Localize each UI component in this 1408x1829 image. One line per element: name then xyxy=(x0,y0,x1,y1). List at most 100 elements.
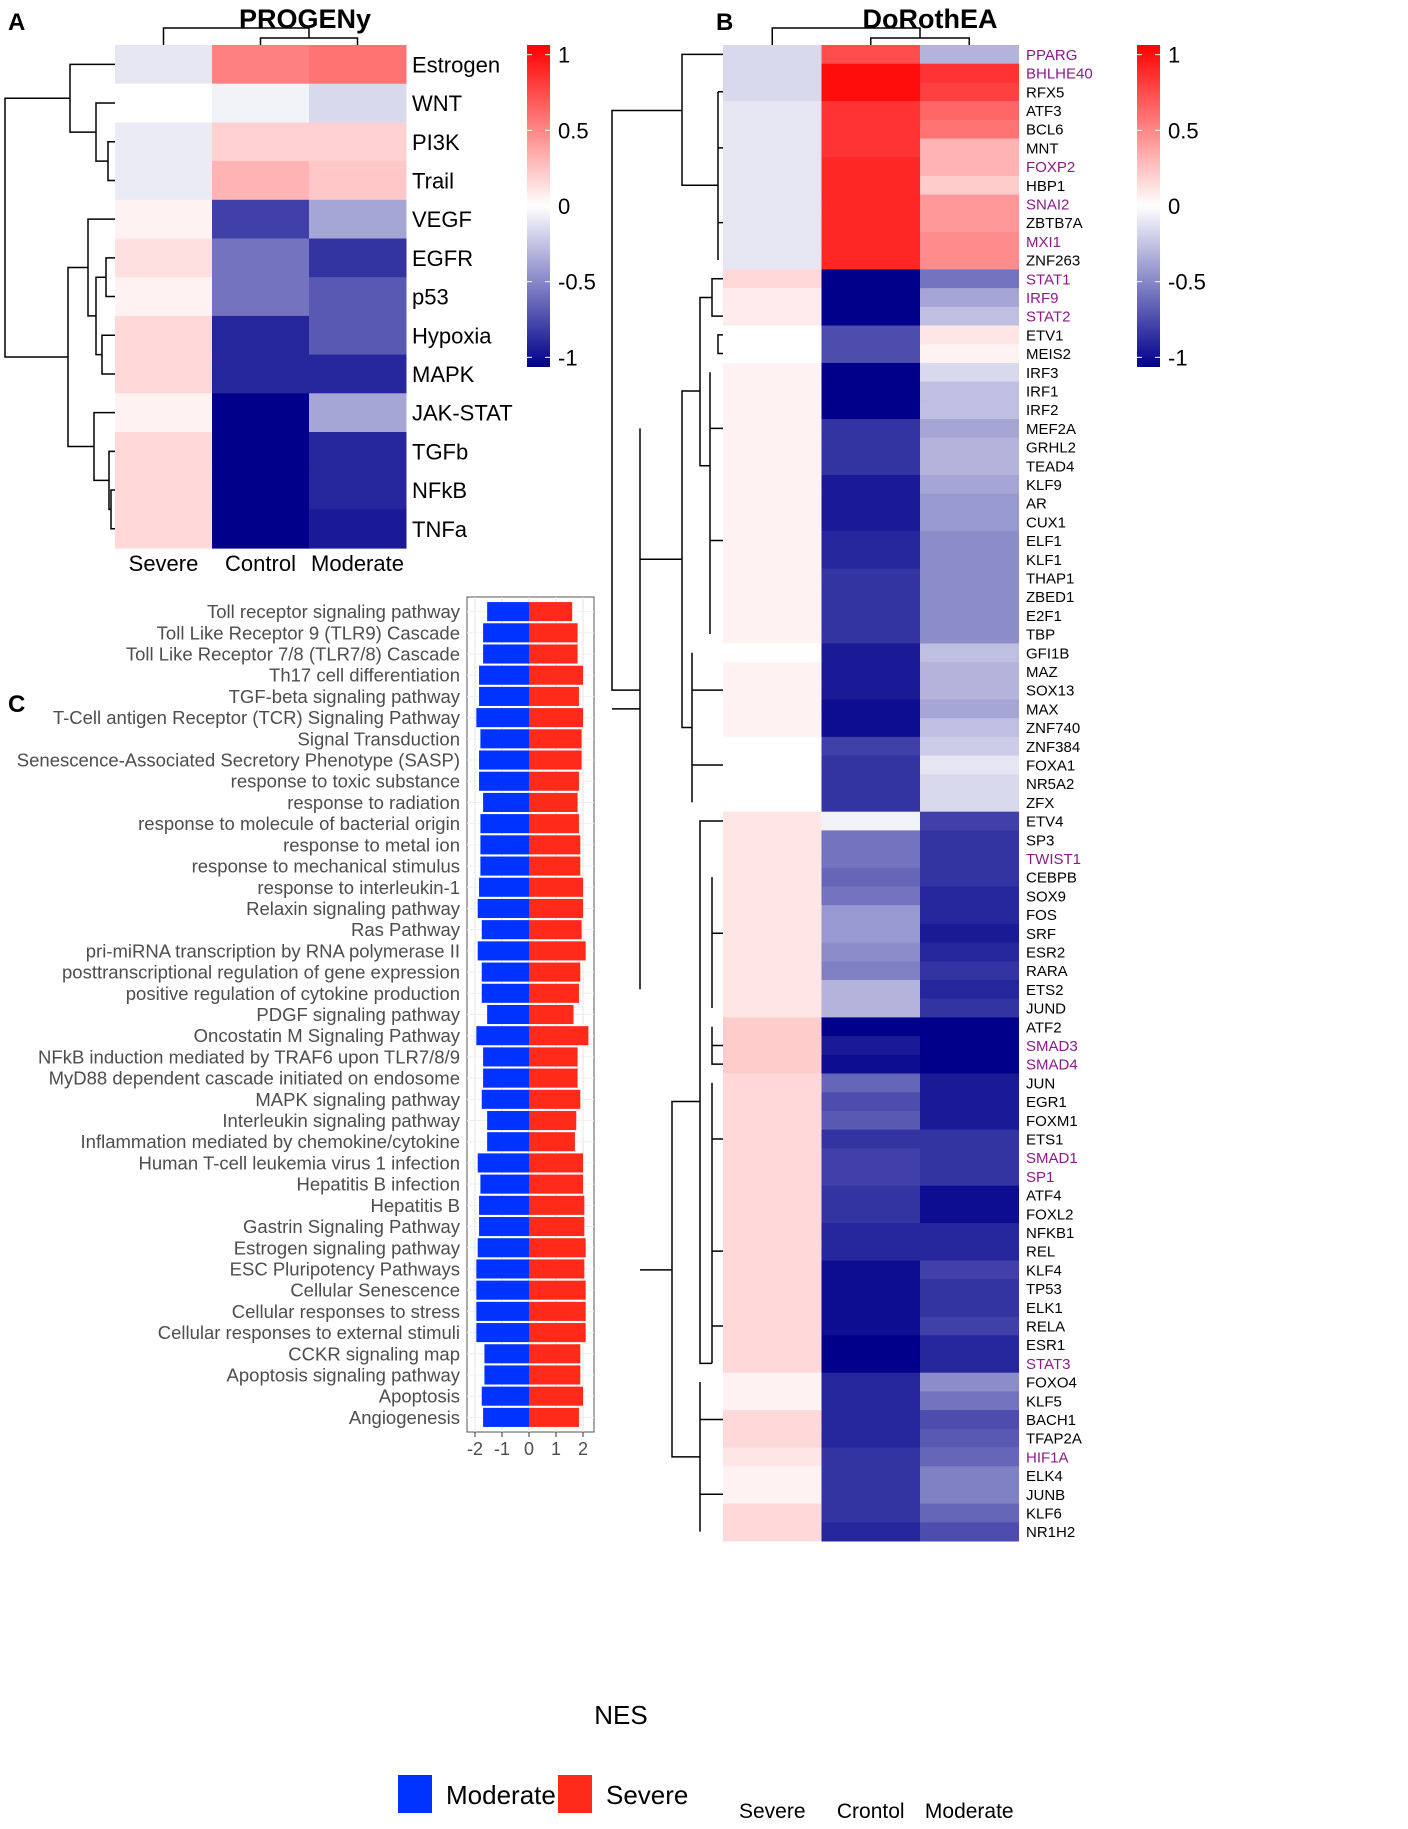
heatmap-cell-HIF1A-Crontol xyxy=(821,1447,921,1467)
dendro-link xyxy=(95,102,115,162)
panel-c-bars xyxy=(476,602,589,1427)
heatmap-cell-BACH1-Moderate xyxy=(920,1410,1019,1430)
row-label-Trail: Trail xyxy=(412,168,454,193)
row-label-STAT3: STAT3 xyxy=(1026,1356,1070,1373)
heatmap-cell-SMAD1-Moderate xyxy=(920,1148,1019,1168)
bar-moderate-18 xyxy=(481,983,529,1003)
heatmap-cell-Estrogen-Severe xyxy=(115,45,213,85)
heatmap-cell-STAT2-Moderate xyxy=(920,306,1019,326)
bar-severe-4 xyxy=(529,686,579,706)
colorbar-label: 1 xyxy=(558,43,570,68)
colorbar-label: -1 xyxy=(558,345,578,370)
heatmap-cell-JUN-Severe xyxy=(723,1073,822,1093)
dendro-link xyxy=(771,27,921,45)
heatmap-cell-MNT-Crontol xyxy=(821,138,921,158)
row-label-JUNB: JUNB xyxy=(1026,1487,1065,1504)
heatmap-cell-ELK1-Moderate xyxy=(920,1297,1019,1318)
heatmap-cell-p53-Moderate xyxy=(309,277,407,317)
heatmap-cell-ETV4-Crontol xyxy=(821,811,921,831)
heatmap-cell-ATF3-Crontol xyxy=(821,101,921,121)
heatmap-cell-WNT-Moderate xyxy=(309,83,407,123)
dendro-link xyxy=(671,1100,700,1458)
dendro-link xyxy=(699,296,712,467)
dendro-link xyxy=(681,53,723,186)
row-label-BCL6: BCL6 xyxy=(1026,122,1064,139)
heatmap-cell-NR5A2-Severe xyxy=(723,774,822,794)
heatmap-cell-PI3K-Moderate xyxy=(309,122,407,162)
dendro-link xyxy=(711,1026,723,1065)
row-label-TP53: TP53 xyxy=(1026,1281,1062,1298)
row-label-FOXL2: FOXL2 xyxy=(1026,1206,1074,1223)
panel-a-title: PROGENy xyxy=(239,4,371,34)
heatmap-cell-ZNF263-Severe xyxy=(723,250,822,270)
bar-severe-5 xyxy=(529,708,583,728)
panel-a-column-labels: Severe Control Moderate xyxy=(129,551,404,576)
heatmap-cell-MEIS2-Moderate xyxy=(920,344,1019,364)
heatmap-cell-Hypoxia-Moderate xyxy=(309,315,407,356)
row-label-IRF2: IRF2 xyxy=(1026,402,1059,419)
row-label-BACH1: BACH1 xyxy=(1026,1412,1076,1429)
heatmap-cell-TEAD4-Crontol xyxy=(821,456,921,476)
column-label-Control: Control xyxy=(225,551,296,576)
dendro-link xyxy=(110,489,115,530)
heatmap-cell-THAP1-Moderate xyxy=(920,568,1019,588)
heatmap-cell-ELF1-Crontol xyxy=(821,531,921,551)
heatmap-cell-CEBPB-Severe xyxy=(723,867,822,887)
heatmap-cell-TNFa-Moderate xyxy=(309,509,407,549)
heatmap-cell-FOS-Severe xyxy=(723,905,822,925)
bar-severe-33 xyxy=(529,1301,586,1321)
heatmap-cell-ZBTB7A-Crontol xyxy=(821,213,921,233)
heatmap-cell-ELF1-Moderate xyxy=(920,531,1019,551)
panel-c-letter: C xyxy=(8,691,25,718)
row-label-RELA: RELA xyxy=(1026,1318,1065,1335)
bar-moderate-37 xyxy=(481,1386,529,1406)
bar-severe-24 xyxy=(529,1110,577,1131)
heatmap-cell-ZBTB7A-Moderate xyxy=(920,213,1019,233)
bar-severe-17 xyxy=(529,962,581,982)
dendro-link xyxy=(681,390,700,729)
row-label-HIF1A: HIF1A xyxy=(1026,1449,1069,1466)
category-label: response to molecule of bacterial origin xyxy=(138,813,460,834)
bar-moderate-25 xyxy=(487,1132,529,1152)
dendro-link xyxy=(87,218,115,317)
dendro-link xyxy=(717,91,723,261)
row-label-KLF5: KLF5 xyxy=(1026,1393,1062,1410)
heatmap-cell-FOXP2-Severe xyxy=(723,157,822,177)
row-label-IRF1: IRF1 xyxy=(1026,383,1059,400)
category-label: PDGF signaling pathway xyxy=(256,1004,460,1025)
row-label-GFI1B: GFI1B xyxy=(1026,645,1069,662)
row-label-SMAD1: SMAD1 xyxy=(1026,1150,1078,1167)
heatmap-cell-MAPK-Moderate xyxy=(309,354,407,394)
bar-severe-35 xyxy=(529,1344,581,1364)
heatmap-cell-MAX-Moderate xyxy=(920,699,1019,719)
heatmap-cell-FOS-Moderate xyxy=(920,905,1019,925)
heatmap-cell-ESR1-Severe xyxy=(723,1335,822,1355)
heatmap-cell-EGR1-Severe xyxy=(723,1092,822,1112)
row-label-FOXP2: FOXP2 xyxy=(1026,159,1075,176)
x-tick-label: -2 xyxy=(467,1439,483,1459)
heatmap-cell-MXI1-Moderate xyxy=(920,232,1019,252)
heatmap-cell-IRF1-Moderate xyxy=(920,381,1019,401)
bar-moderate-5 xyxy=(476,708,529,728)
heatmap-cell-E2F1-Crontol xyxy=(821,606,921,626)
x-tick-label: 1 xyxy=(551,1439,561,1459)
colorbar-label: -0.5 xyxy=(1168,270,1206,295)
row-label-EGR1: EGR1 xyxy=(1026,1094,1067,1111)
heatmap-cell-IRF3-Moderate xyxy=(920,362,1019,383)
heatmap-cell-SNAI2-Crontol xyxy=(821,194,921,214)
heatmap-cell-REL-Moderate xyxy=(920,1241,1019,1261)
heatmap-cell-IRF3-Severe xyxy=(723,362,822,383)
heatmap-cell-ETV1-Severe xyxy=(723,325,822,345)
colorbar-label: -1 xyxy=(1168,345,1188,370)
panel-b-column-labels: Severe Crontol Moderate xyxy=(739,1800,1014,1823)
row-label-WNT: WNT xyxy=(412,91,462,116)
bar-severe-36 xyxy=(529,1365,581,1385)
bar-moderate-10 xyxy=(480,814,529,834)
bar-moderate-24 xyxy=(487,1110,529,1131)
bar-severe-25 xyxy=(529,1132,575,1152)
dendro-link xyxy=(259,37,359,45)
bar-moderate-3 xyxy=(479,665,529,685)
category-label: Cellular Senescence xyxy=(290,1280,460,1301)
heatmap-cell-STAT1-Moderate xyxy=(920,269,1019,289)
category-label: Apoptosis signaling pathway xyxy=(227,1364,461,1385)
